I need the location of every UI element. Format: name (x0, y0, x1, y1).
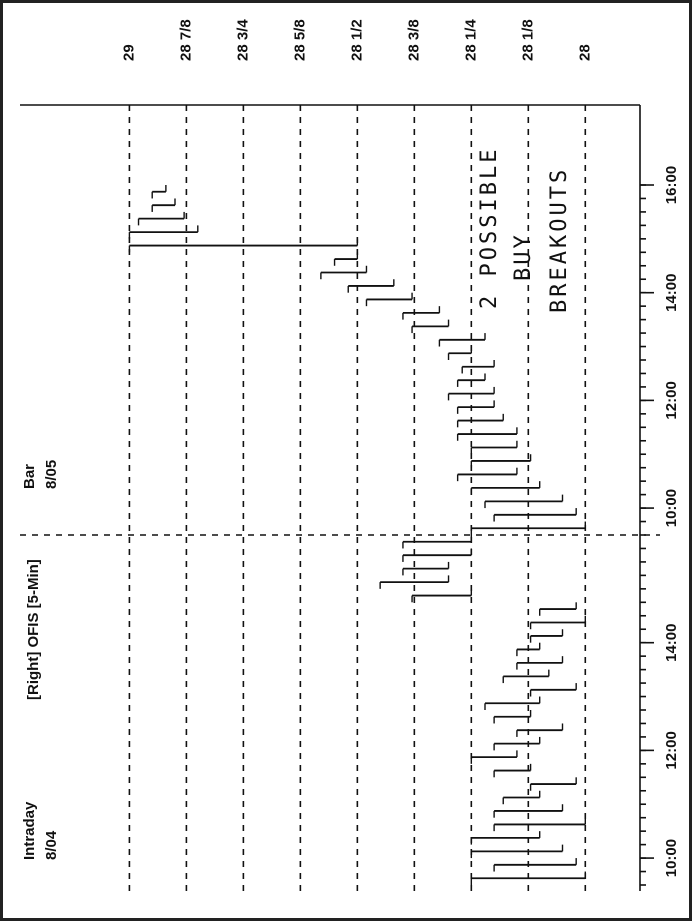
x-tick-label: 12:00 (663, 381, 680, 419)
annotation: 2 POSSIBLE (477, 147, 502, 309)
x-tick-label: 10:00 (663, 489, 680, 527)
annotation: BUY (511, 232, 536, 281)
day-label: 8/05 (43, 460, 60, 489)
y-tick-label: 29 (120, 44, 137, 61)
day-label: Intraday (21, 801, 38, 860)
chart-title: [Right] OFIS [5-Min] (25, 559, 42, 700)
rotated-chart: [Right] OFIS [5-Min] Intraday 8/04 Bar 8… (20, 19, 680, 891)
x-tick-label: 12:00 (663, 731, 680, 769)
y-tick-label: 28 7/8 (177, 19, 194, 61)
day-label: Bar (21, 464, 38, 489)
y-tick-label: 28 1/8 (519, 19, 536, 61)
x-tick-label: 14:00 (663, 274, 680, 312)
x-tick-label: 10:00 (663, 839, 680, 877)
x-tick-label: 16:00 (663, 166, 680, 204)
y-tick-label: 28 (576, 44, 593, 61)
x-tick-label: 14:00 (663, 624, 680, 662)
y-tick-label: 28 3/4 (234, 19, 251, 61)
y-tick-label: 28 1/2 (348, 19, 365, 61)
y-tick-label: 28 5/8 (291, 19, 308, 61)
day-label: 8/04 (43, 830, 60, 860)
annotation: BREAKOUTS (547, 167, 572, 313)
y-tick-label: 28 1/4 (462, 19, 479, 61)
y-tick-label: 28 3/8 (405, 19, 422, 61)
